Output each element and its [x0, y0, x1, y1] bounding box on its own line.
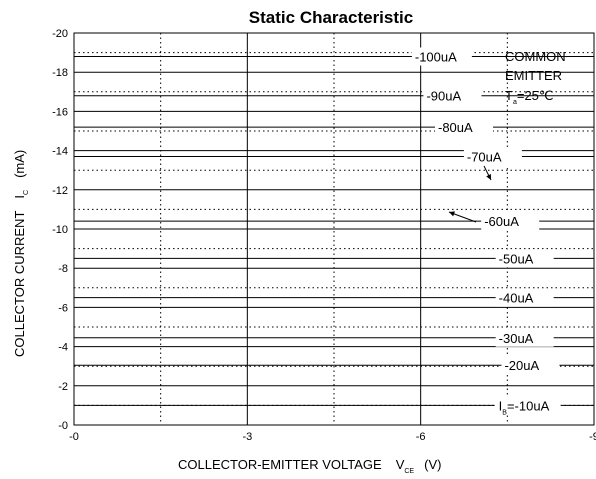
series-label: -50uA [499, 251, 534, 266]
series-label-background [495, 328, 554, 347]
series-label: -60uA [484, 214, 519, 229]
tick-labels: -0 -3 -6 -9 -0 -2 -4 -6 -8 -10 -12 -14 -16 -18 -20 [52, 28, 596, 443]
pointer-arrow-head [449, 211, 455, 217]
annotation-line-3: Ta=25℃ [505, 88, 554, 106]
x-axis-label: COLLECTOR-EMITTER VOLTAGE VCE (V) [178, 457, 441, 475]
series-label: -70uA [467, 149, 502, 164]
x-tick-label: -3 [242, 431, 252, 443]
series-label-background [463, 147, 522, 166]
y-tick-label: -10 [52, 224, 68, 236]
y-tick-label: -14 [52, 146, 68, 158]
series-label: IB=-10uA [499, 398, 550, 416]
y-tick-label: -8 [58, 263, 68, 275]
y-tick-label: -0 [58, 420, 68, 432]
chart-title: Static Characteristic [249, 8, 413, 27]
series-label-background [411, 47, 472, 66]
series-label-background [495, 249, 554, 268]
series-label-background [481, 212, 540, 231]
plot-frame [73, 32, 595, 426]
x-tick-label: -6 [416, 431, 426, 443]
series-label: -20uA [504, 358, 539, 373]
series-label: -90uA [426, 89, 461, 104]
y-tick-label: -2 [58, 381, 68, 393]
x-tick-label: -0 [69, 431, 79, 443]
series-label-background [423, 86, 482, 105]
series-label-background [494, 396, 561, 415]
series-label: -40uA [499, 291, 534, 306]
series-label: -100uA [415, 50, 457, 65]
series-label: -80uA [438, 120, 473, 135]
common-emitter-annotation: COMMON EMITTER Ta=25℃ [505, 49, 566, 106]
series-label-background [501, 356, 560, 375]
y-tick-label: -6 [58, 302, 68, 314]
y-tick-label: -4 [58, 342, 68, 354]
y-tick-label: -18 [52, 67, 68, 79]
annotation-line-2: EMITTER [505, 68, 562, 83]
series-label: -30uA [499, 331, 534, 346]
series-label-background [495, 288, 554, 307]
y-tick-label: -12 [52, 185, 68, 197]
y-tick-label: -20 [52, 28, 68, 40]
curve-labels: IB=-10uA -20uA -30uA -40uA -50uA -60uA -70uA -8… [411, 47, 561, 416]
pointer-arrow-head [486, 174, 491, 180]
series-label-background [435, 118, 493, 137]
y-tick-label: -16 [52, 106, 68, 118]
annotation-line-1: COMMON [505, 49, 566, 64]
x-tick-label: -9 [589, 431, 596, 443]
y-axis-label: COLLECTOR CURRENTIC(mA) [12, 150, 30, 357]
